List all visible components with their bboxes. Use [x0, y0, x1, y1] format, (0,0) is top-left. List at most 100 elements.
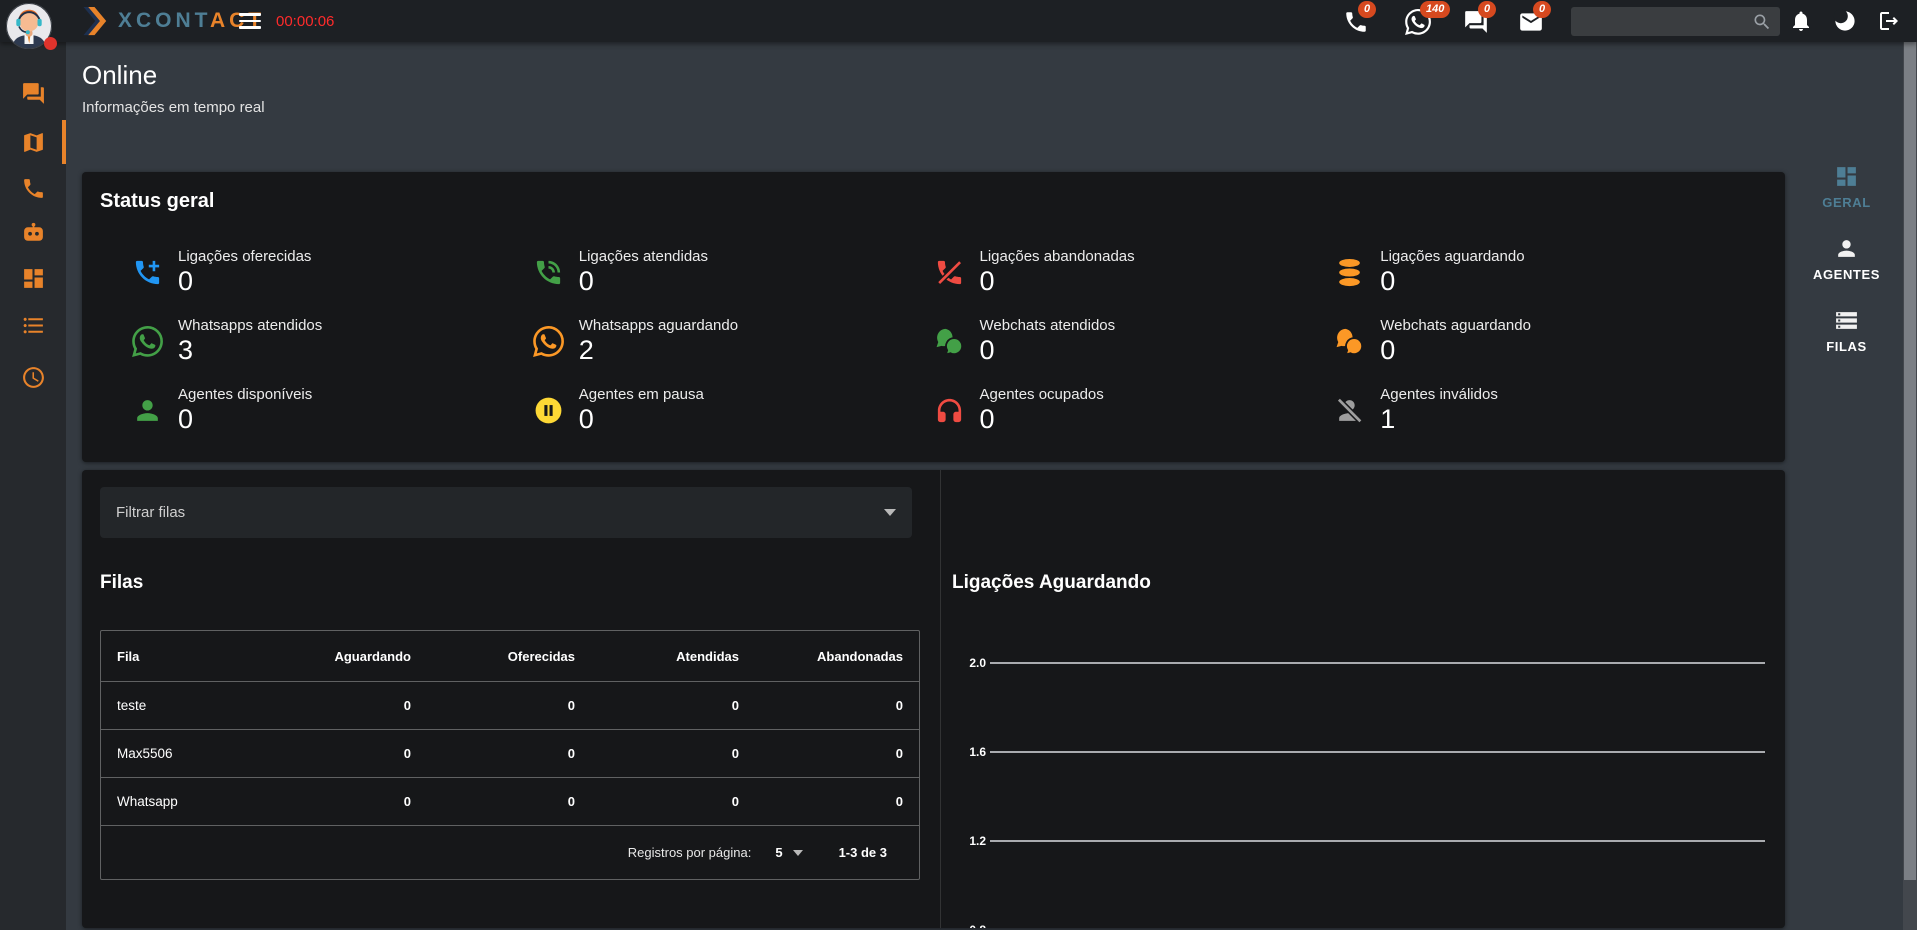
- whatsapp-icon: [132, 326, 163, 357]
- stat-agentes-em-pausa: Agentes em pausa0: [533, 382, 934, 438]
- notifications-button[interactable]: [1789, 9, 1813, 33]
- phone-missed-icon: [934, 257, 965, 288]
- y-tick-label: 1.2: [946, 832, 986, 850]
- email-badge: 0: [1533, 1, 1551, 18]
- search-input[interactable]: [1579, 13, 1752, 31]
- stat-agentes-ocupados: Agentes ocupados0: [934, 382, 1335, 438]
- pause-circle-icon: [533, 395, 564, 426]
- chart-title: Ligações Aguardando: [952, 572, 1151, 594]
- panel-divider: [940, 470, 941, 928]
- stat-agentes-invalidos: Agentes inválidos1: [1334, 382, 1735, 438]
- whatsapp-badge: 140: [1420, 1, 1450, 18]
- rows-per-page-select[interactable]: 5: [775, 845, 802, 860]
- scrollbar-thumb[interactable]: [1904, 42, 1916, 880]
- database-icon: [1334, 257, 1365, 288]
- stats-grid: Ligações oferecidas0 Ligações atendidas0…: [132, 244, 1735, 438]
- page-scrollbar[interactable]: [1903, 42, 1917, 930]
- sidebar-item-bot[interactable]: [0, 211, 66, 255]
- rows-per-page-label: Registros por página:: [628, 845, 752, 860]
- chat-channel-button[interactable]: 0: [1463, 9, 1491, 35]
- session-timer: 00:00:06: [276, 13, 334, 30]
- chat-badge: 0: [1478, 1, 1496, 18]
- tab-geral[interactable]: GERAL: [1790, 164, 1903, 210]
- tab-agentes[interactable]: AGENTES: [1790, 236, 1903, 282]
- dashboard-icon: [1834, 164, 1859, 189]
- filter-queues-label: Filtrar filas: [116, 504, 884, 521]
- webchat-icon: [934, 326, 965, 357]
- tab-filas[interactable]: FILAS: [1790, 308, 1903, 354]
- bell-icon: [1789, 9, 1813, 33]
- list-icon: [21, 313, 46, 338]
- add-call-icon: [132, 257, 163, 288]
- page-subtitle: Informações em tempo real: [82, 99, 265, 116]
- table-row: Whatsapp 0 0 0 0: [101, 777, 919, 825]
- stat-agentes-disponiveis: Agentes disponíveis0: [132, 382, 533, 438]
- status-card: Status geral Ligações oferecidas0 Ligaçõ…: [82, 172, 1785, 462]
- phone-in-talk-icon: [533, 257, 564, 288]
- left-sidebar: [0, 42, 66, 930]
- sidebar-item-monitoring[interactable]: [0, 120, 66, 164]
- y-tick-label: 0.8: [946, 921, 986, 928]
- sidebar-item-history[interactable]: [0, 355, 66, 399]
- webchat-icon: [1334, 326, 1365, 357]
- whatsapp-icon: [533, 326, 564, 357]
- storage-icon: [1834, 308, 1859, 333]
- sidebar-item-dashboard[interactable]: [0, 256, 66, 300]
- status-card-title: Status geral: [100, 190, 214, 213]
- y-tick-label: 2.0: [946, 654, 986, 672]
- page-title: Online: [82, 60, 157, 91]
- search-icon: [1752, 12, 1772, 32]
- stat-webchats-atendidos: Webchats atendidos0: [934, 313, 1335, 369]
- dashboard-icon: [21, 266, 46, 291]
- moon-icon: [1833, 9, 1857, 33]
- stat-whatsapps-aguardando: Whatsapps aguardando2: [533, 313, 934, 369]
- sidebar-item-calls[interactable]: [0, 166, 66, 210]
- app-logo: XCONTACT: [82, 4, 265, 38]
- topbar: XCONTACT 00:00:06 0 140 0 0: [0, 0, 1917, 42]
- y-tick-label: 1.6: [946, 743, 986, 761]
- filter-queues-select[interactable]: Filtrar filas: [100, 487, 912, 538]
- logout-icon: [1877, 9, 1901, 33]
- queues-table-header: Fila Aguardando Oferecidas Atendidas Aba…: [101, 631, 919, 681]
- whatsapp-channel-button[interactable]: 140: [1405, 9, 1433, 35]
- phone-icon: [21, 176, 46, 201]
- stat-ligacoes-atendidas: Ligações atendidas0: [533, 244, 934, 300]
- logout-button[interactable]: [1877, 9, 1901, 33]
- sidebar-item-chats[interactable]: [0, 71, 66, 115]
- robot-icon: [21, 221, 46, 246]
- person-off-icon: [1334, 395, 1365, 426]
- stat-ligacoes-oferecidas: Ligações oferecidas0: [132, 244, 533, 300]
- person-icon: [132, 395, 163, 426]
- headset-icon: [934, 395, 965, 426]
- map-icon: [21, 130, 46, 155]
- chevron-down-icon: [884, 509, 896, 516]
- person-icon: [1834, 236, 1859, 261]
- queues-panel: Filtrar filas Filas Fila Aguardando Ofer…: [82, 470, 1785, 928]
- phone-badge: 0: [1358, 1, 1376, 18]
- email-channel-button[interactable]: 0: [1518, 9, 1546, 35]
- clock-icon: [21, 365, 46, 390]
- chevron-logo-icon: [82, 5, 107, 37]
- queues-table: Fila Aguardando Oferecidas Atendidas Aba…: [100, 630, 920, 880]
- chevron-down-icon: [793, 850, 803, 856]
- pagination-range: 1-3 de 3: [839, 845, 887, 860]
- stat-ligacoes-aguardando: Ligações aguardando0: [1334, 244, 1735, 300]
- gridline: [990, 840, 1765, 842]
- status-dot: [44, 37, 57, 50]
- sidebar-item-lists[interactable]: [0, 303, 66, 347]
- forum-icon: [21, 81, 46, 106]
- stat-ligacoes-abandonadas: Ligações abandonadas0: [934, 244, 1335, 300]
- menu-toggle-icon[interactable]: [239, 13, 261, 29]
- gridline: [990, 662, 1765, 664]
- phone-channel-button[interactable]: 0: [1343, 9, 1371, 35]
- table-pagination: Registros por página: 5 1-3 de 3: [101, 825, 919, 879]
- stat-whatsapps-atendidos: Whatsapps atendidos3: [132, 313, 533, 369]
- table-row: teste 0 0 0 0: [101, 681, 919, 729]
- queues-title: Filas: [100, 572, 143, 594]
- right-tab-strip: GERAL AGENTES FILAS: [1790, 42, 1903, 930]
- search-box: [1571, 7, 1780, 36]
- gridline: [990, 751, 1765, 753]
- stat-webchats-aguardando: Webchats aguardando0: [1334, 313, 1735, 369]
- table-row: Max5506 0 0 0 0: [101, 729, 919, 777]
- dark-mode-button[interactable]: [1833, 9, 1857, 33]
